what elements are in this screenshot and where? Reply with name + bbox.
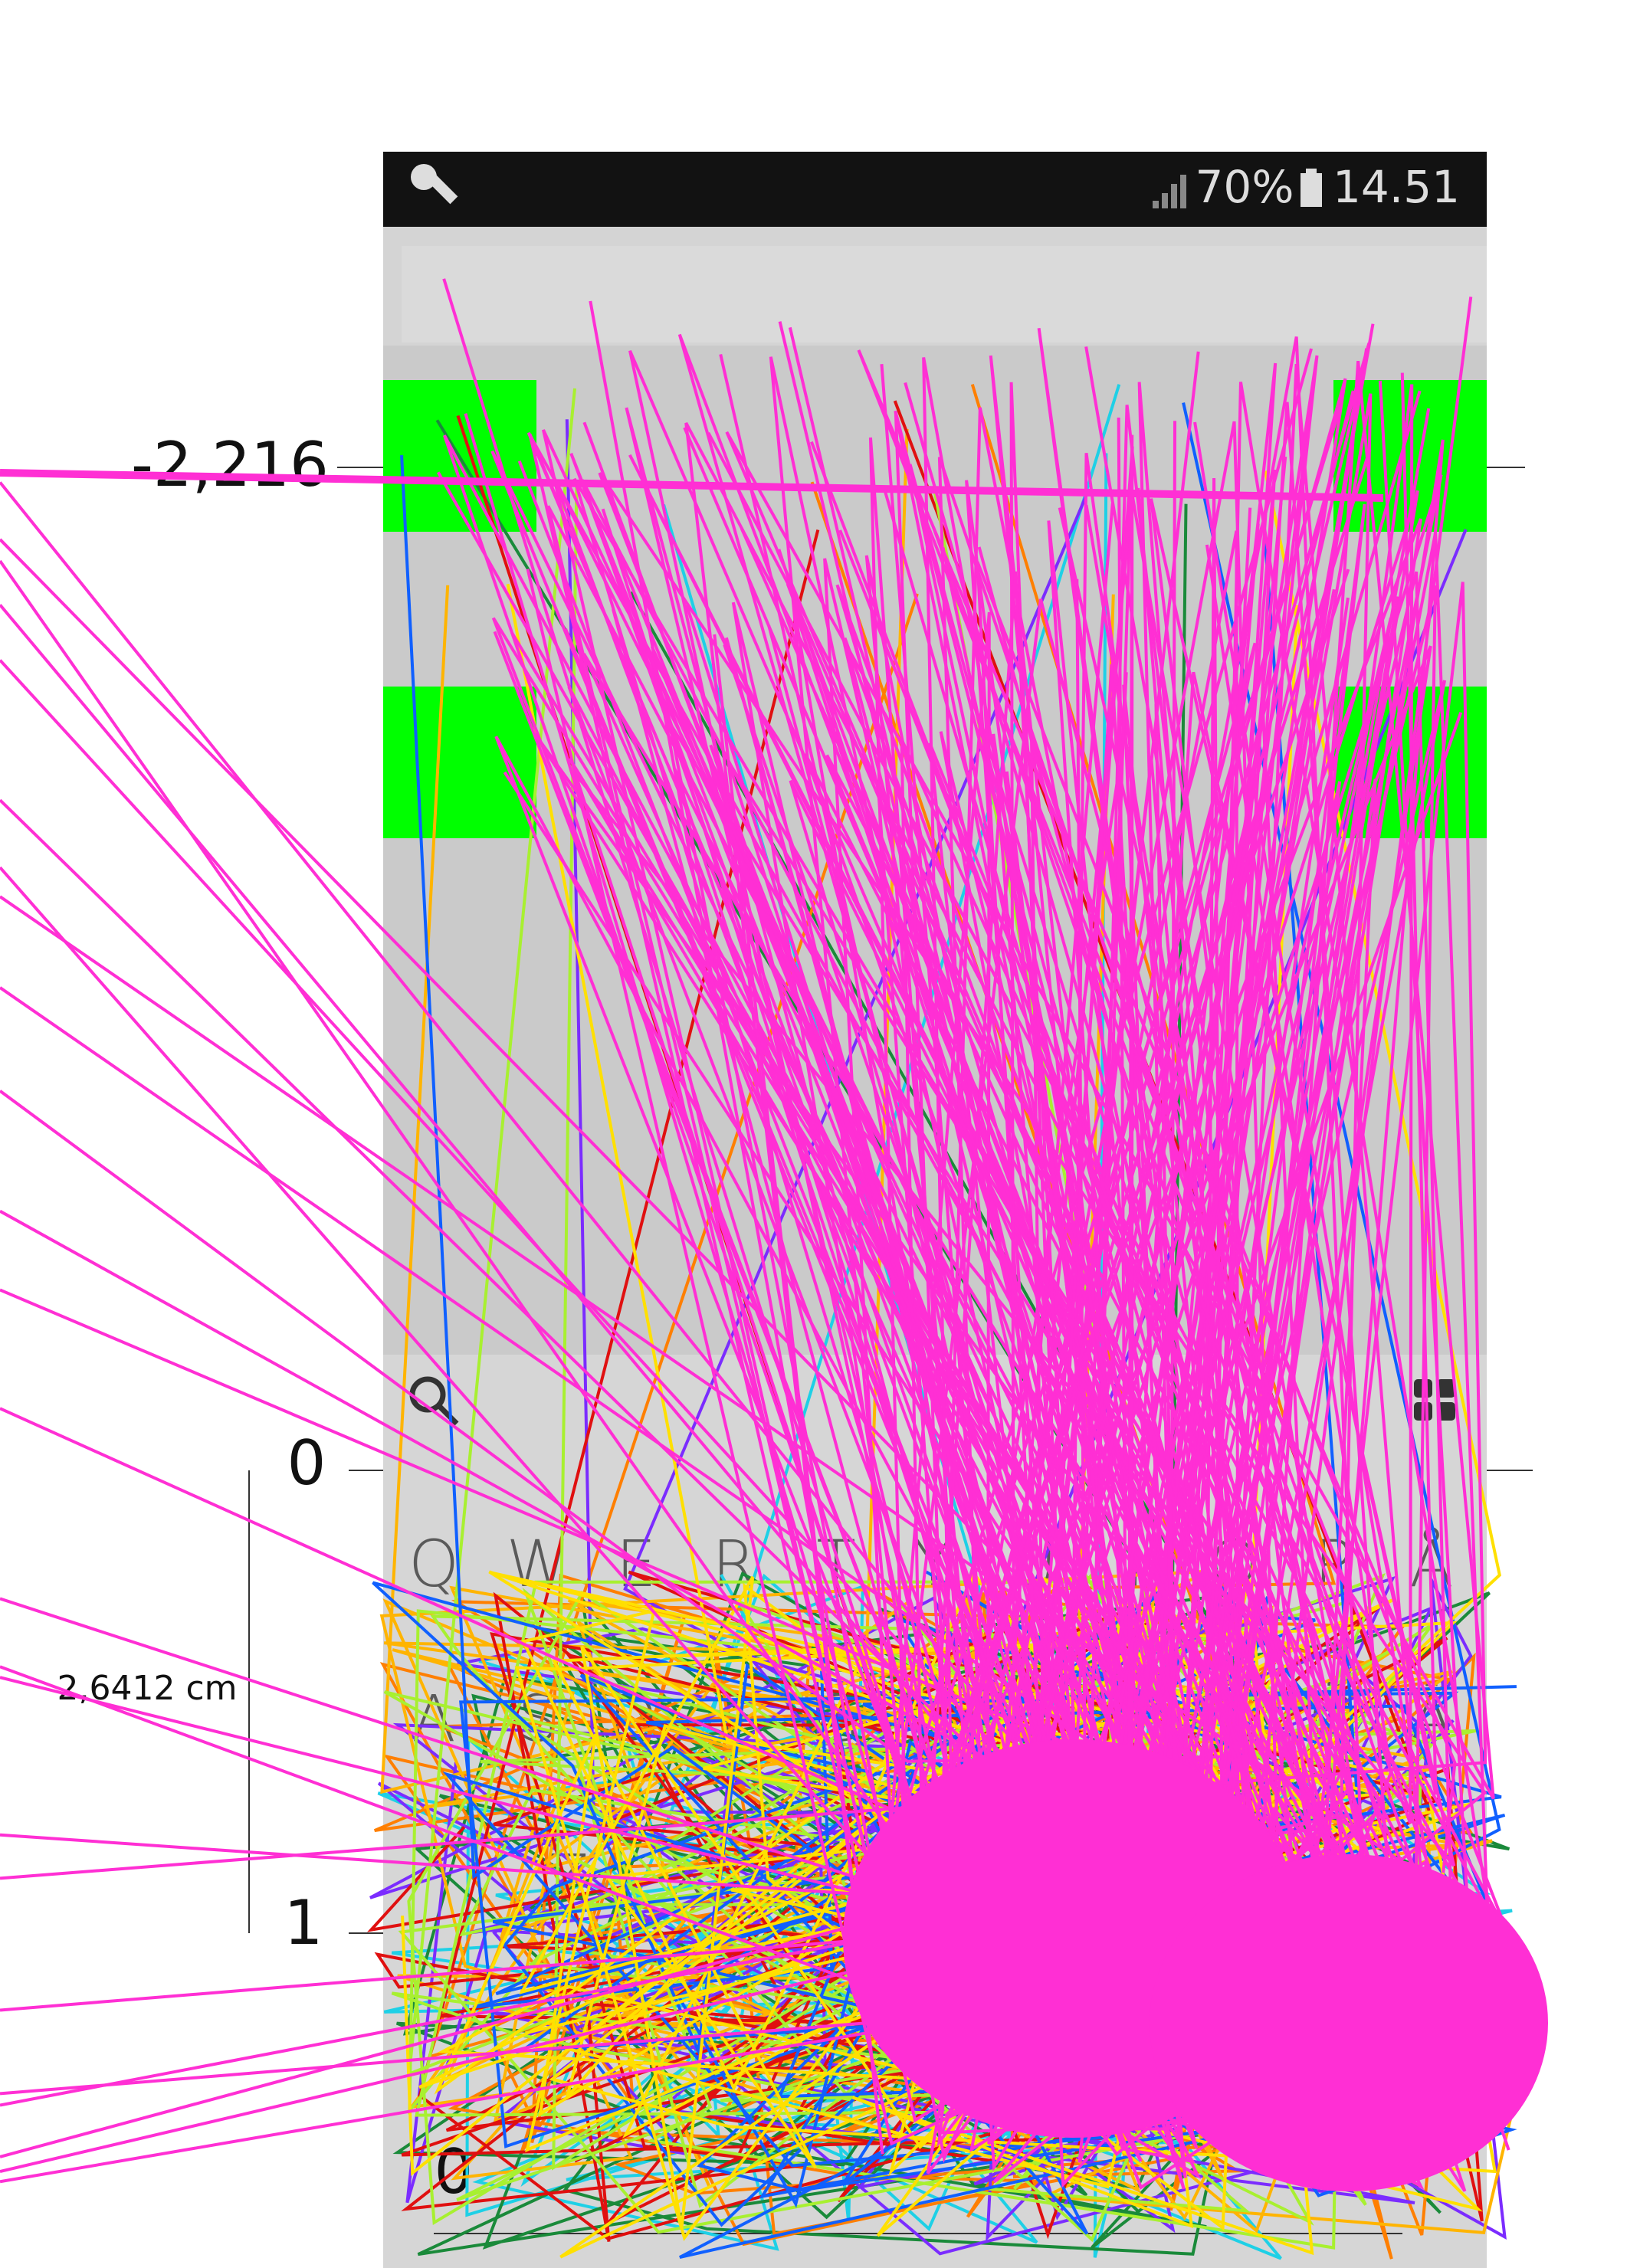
offset-label: -2,216 (131, 429, 329, 500)
trace (0, 469, 1384, 502)
ruler-label: 0 (287, 1427, 326, 1499)
height-label: 2,6412 cm (57, 1669, 238, 1708)
battery-percent: 70% (1196, 161, 1294, 213)
clock: 14.51 (1333, 161, 1460, 213)
wrench-icon (411, 164, 458, 205)
trace (0, 642, 1447, 2096)
search-field[interactable] (402, 246, 1487, 342)
trace-cluster (1150, 1854, 1548, 2191)
target (383, 687, 536, 838)
battery-icon (1301, 169, 1322, 207)
signal-icon (1153, 175, 1186, 208)
ruler-label: 1 (284, 1887, 323, 1958)
touch-traces (0, 278, 1548, 2260)
